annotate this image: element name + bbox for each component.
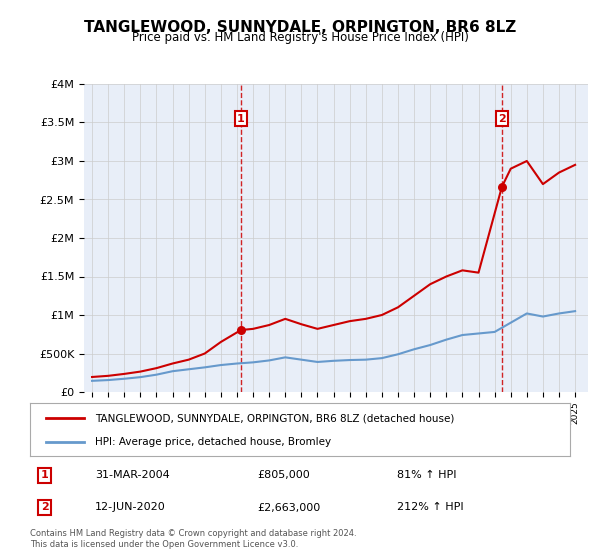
Text: £2,663,000: £2,663,000 xyxy=(257,502,320,512)
Text: 81% ↑ HPI: 81% ↑ HPI xyxy=(397,470,457,480)
Point xyxy=(236,325,246,334)
Text: 31-MAR-2004: 31-MAR-2004 xyxy=(95,470,170,480)
Text: Price paid vs. HM Land Registry's House Price Index (HPI): Price paid vs. HM Land Registry's House … xyxy=(131,31,469,44)
Text: 1: 1 xyxy=(237,114,245,124)
Text: 12-JUN-2020: 12-JUN-2020 xyxy=(95,502,166,512)
Text: 1: 1 xyxy=(41,470,49,480)
Point xyxy=(497,183,506,192)
Text: 2: 2 xyxy=(498,114,506,124)
Text: TANGLEWOOD, SUNNYDALE, ORPINGTON, BR6 8LZ: TANGLEWOOD, SUNNYDALE, ORPINGTON, BR6 8L… xyxy=(84,20,516,35)
Text: 2: 2 xyxy=(41,502,49,512)
Text: £805,000: £805,000 xyxy=(257,470,310,480)
Text: HPI: Average price, detached house, Bromley: HPI: Average price, detached house, Brom… xyxy=(95,436,331,446)
Text: TANGLEWOOD, SUNNYDALE, ORPINGTON, BR6 8LZ (detached house): TANGLEWOOD, SUNNYDALE, ORPINGTON, BR6 8L… xyxy=(95,413,454,423)
Text: 212% ↑ HPI: 212% ↑ HPI xyxy=(397,502,464,512)
Text: Contains HM Land Registry data © Crown copyright and database right 2024.
This d: Contains HM Land Registry data © Crown c… xyxy=(30,529,356,549)
